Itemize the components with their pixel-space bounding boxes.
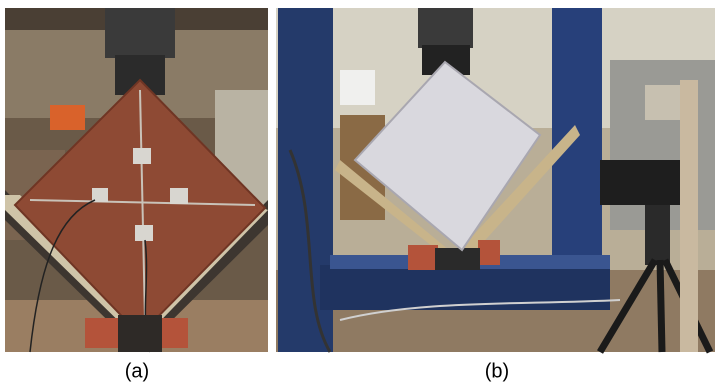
caption-a: (a)	[125, 360, 149, 382]
caption-b: (b)	[485, 360, 509, 382]
photo-b	[276, 8, 715, 354]
photo-a	[5, 8, 268, 353]
